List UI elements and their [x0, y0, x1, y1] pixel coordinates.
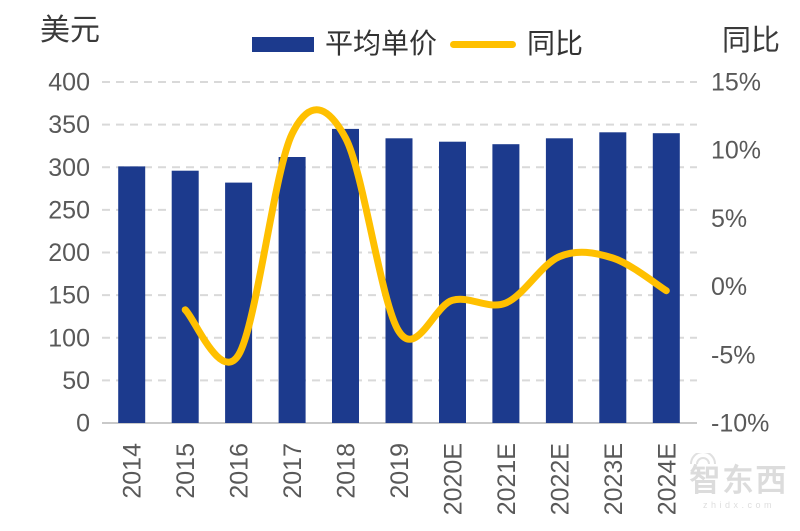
bar [278, 157, 306, 423]
legend-label-yoy: 同比 [527, 27, 584, 60]
watermark-brand: 智东西 [689, 463, 789, 498]
x-category-label: 2022E [546, 443, 574, 515]
x-category-label: 2018 [333, 443, 361, 499]
x-category-label: 2020E [440, 443, 468, 515]
yoy-line [181, 106, 670, 366]
right-tick-label: 10% [711, 137, 761, 165]
left-tick-label: 100 [48, 324, 90, 352]
x-category-label: 2023E [600, 443, 628, 515]
left-tick-label: 0 [76, 410, 90, 438]
left-tick-label: 400 [48, 69, 90, 97]
bar [118, 166, 146, 423]
left-tick-label: 250 [48, 196, 90, 224]
left-tick-label: 200 [48, 239, 90, 267]
bar-series [118, 128, 680, 424]
x-category-label: 2014 [119, 443, 147, 499]
right-tick-label: 15% [711, 69, 761, 97]
x-axis-labels: 2014 2015 2016 2017 2018 2019 2020E 2021E 2022E 2… [119, 443, 682, 515]
left-tick-label: 50 [62, 367, 90, 395]
watermark: 智东西 zhidx.com [686, 453, 792, 511]
bar [439, 141, 466, 423]
x-category-label: 2016 [226, 443, 254, 499]
chart-legend: 平均单价 同比 [252, 30, 583, 58]
right-tick-label: -5% [711, 341, 755, 369]
x-category-label: 2021E [493, 443, 521, 515]
left-axis-ticks: 400 350 300 250 200 150 100 50 0 [48, 69, 90, 438]
x-category-label: 2019 [386, 443, 414, 499]
bar [171, 170, 199, 423]
watermark-wifi-arcs-icon [690, 453, 716, 465]
right-axis-ticks: 15% 10% 5% 0% -5% -10% [711, 69, 769, 438]
left-tick-label: 300 [48, 154, 90, 182]
bar [599, 132, 627, 424]
left-tick-label: 150 [48, 282, 90, 310]
right-tick-label: -10% [711, 410, 769, 438]
right-tick-label: 0% [711, 273, 747, 301]
bar [332, 128, 359, 423]
line-swatch-icon [450, 40, 517, 48]
legend-label-avg-price: 平均单价 [325, 27, 438, 60]
bar [492, 144, 520, 423]
x-category-label: 2024E [653, 443, 681, 515]
right-tick-label: 5% [711, 205, 747, 233]
x-category-label: 2015 [172, 443, 200, 499]
left-tick-label: 350 [48, 111, 90, 139]
bar [652, 133, 680, 423]
bar [545, 138, 573, 424]
left-axis-title: 美元 [40, 13, 100, 48]
bar [225, 182, 253, 423]
x-category-label: 2017 [279, 443, 307, 499]
bar-swatch-icon [252, 36, 314, 52]
right-axis-title: 同比 [722, 23, 781, 57]
bar [385, 138, 413, 424]
legend-item-avg-price: 平均单价 [252, 30, 437, 58]
watermark-domain: zhidx.com [702, 500, 775, 511]
legend-item-yoy: 同比 [450, 30, 583, 58]
